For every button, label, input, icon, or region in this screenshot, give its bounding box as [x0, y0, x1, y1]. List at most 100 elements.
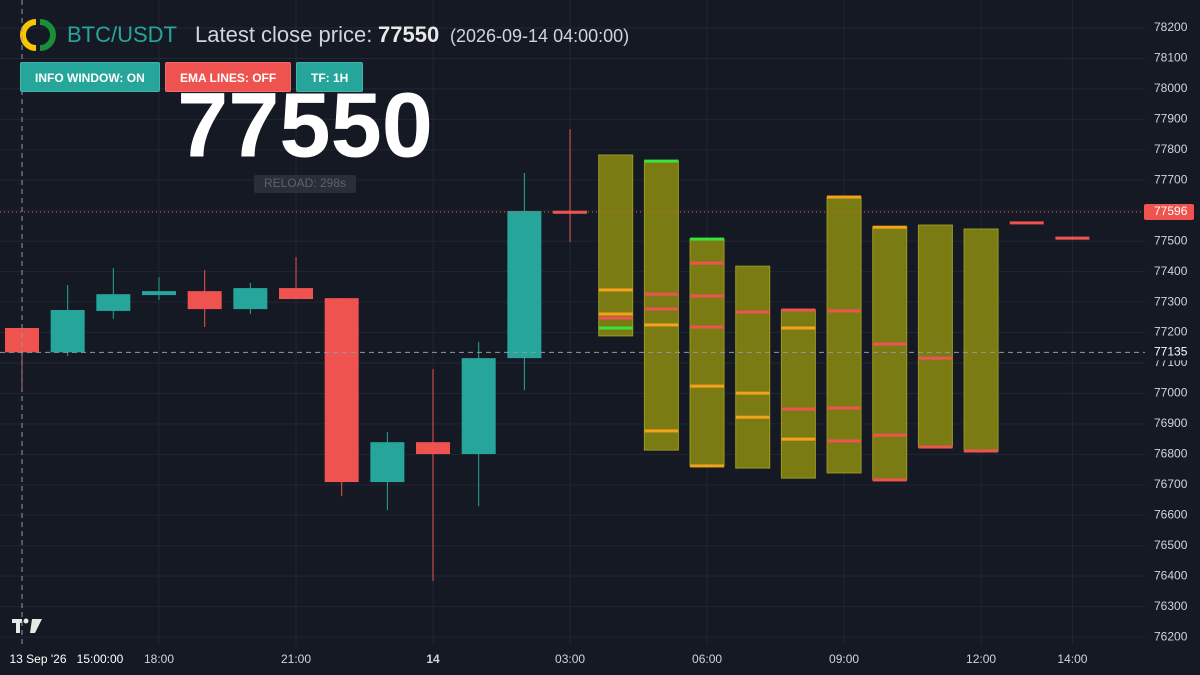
forecast-level — [598, 316, 633, 320]
y-tick-label: 78000 — [1154, 81, 1188, 95]
candle-body — [324, 298, 359, 483]
candle-body — [370, 442, 405, 483]
forecast-range — [826, 196, 862, 474]
candle-body — [5, 327, 39, 353]
latest-close: 77550 — [378, 22, 439, 47]
y-tick-label: 76200 — [1154, 629, 1188, 643]
tv-logo — [12, 618, 42, 633]
reload-badge — [254, 175, 356, 193]
forecast-level — [827, 195, 862, 199]
forecast-level — [644, 159, 679, 163]
y-tick-label: 76800 — [1154, 447, 1188, 461]
forecast-level — [781, 407, 816, 411]
ema-lines-button[interactable]: EMA LINES: OFF — [165, 62, 292, 92]
y-tick-label: 77000 — [1154, 386, 1188, 400]
forecast-range — [917, 224, 953, 448]
forecast-level — [690, 294, 725, 298]
x-tick-label: 14:00 — [1057, 652, 1087, 666]
candle-body — [233, 288, 268, 310]
forecast-level — [781, 326, 816, 330]
crosshair-date: 13 Sep '26 — [9, 652, 66, 666]
forecast-level — [644, 429, 679, 433]
symbol: BTC/USDT — [67, 22, 177, 47]
crosshair-time-badge — [0, 650, 130, 670]
forecast-level — [598, 326, 633, 330]
y-tick-label: 78100 — [1154, 51, 1188, 65]
candle-body — [279, 288, 314, 300]
forecast-range — [643, 160, 679, 451]
forecast-level — [781, 437, 816, 441]
forecast-level — [598, 312, 633, 316]
forecast-level — [872, 225, 907, 229]
forecast-range — [780, 309, 816, 479]
forecast-level — [690, 237, 725, 241]
y-tick-label: 78200 — [1154, 20, 1188, 34]
forecast-level — [781, 308, 816, 312]
candle-body — [416, 442, 451, 455]
candle-body — [1055, 236, 1090, 240]
forecast-level — [827, 309, 862, 313]
forecast-level — [644, 323, 679, 327]
y-tick-label: 76500 — [1154, 538, 1188, 552]
forecast-level — [598, 288, 633, 292]
y-tick-label: 77200 — [1154, 325, 1188, 339]
logo — [20, 19, 56, 51]
timeframe-button[interactable]: TF: 1H — [296, 62, 364, 92]
forecast-level — [918, 356, 953, 360]
y-tick-label: 77800 — [1154, 142, 1188, 156]
y-tick-label: 76900 — [1154, 416, 1188, 430]
forecast-level — [827, 406, 862, 410]
forecast-range — [598, 154, 634, 337]
candle-body — [96, 294, 131, 311]
forecast-range — [963, 228, 999, 452]
forecast-range — [735, 265, 771, 469]
candle-body — [187, 291, 222, 310]
y-tick-label: 76400 — [1154, 568, 1188, 582]
reload: RELOAD: 298s — [264, 176, 346, 190]
y-tick-label: 76600 — [1154, 507, 1188, 521]
x-tick-label: 09:00 — [829, 652, 859, 666]
crosshair-time: 15:00:00 — [77, 652, 124, 666]
candle-body — [461, 358, 496, 455]
forecast-level — [872, 478, 907, 482]
forecast-level — [690, 261, 725, 265]
forecast-level — [644, 292, 679, 296]
crosshair-price-label: 77135 — [1154, 345, 1188, 359]
candle-body — [50, 310, 85, 353]
last-price-badge — [1144, 203, 1194, 220]
forecast-level — [690, 384, 725, 388]
candle-body — [553, 210, 588, 214]
y-tick-label: 77500 — [1154, 233, 1188, 247]
y-tick-label: 77700 — [1154, 172, 1188, 186]
y-tick-label: 76300 — [1154, 599, 1188, 613]
forecast-level — [735, 415, 770, 419]
forecast-level — [964, 449, 999, 453]
last-price-label: 77596 — [1154, 204, 1188, 218]
latest-close-label: Latest close price: — [195, 22, 372, 47]
forecast-range — [872, 226, 908, 481]
latest-close-time: (2026-09-14 04:00:00) — [450, 26, 629, 46]
y-tick-label: 77400 — [1154, 264, 1188, 278]
x-tick-label: 03:00 — [555, 652, 585, 666]
forecast-level — [644, 307, 679, 311]
forecast-level — [735, 310, 770, 314]
candle-body — [507, 211, 542, 359]
x-tick-label: 14 — [426, 652, 440, 666]
forecast-level — [735, 391, 770, 395]
y-tick-label: 76700 — [1154, 477, 1188, 491]
x-tick-label: 18:00 — [144, 652, 174, 666]
candle-body — [142, 291, 177, 296]
forecast-level — [872, 342, 907, 346]
info-window-button[interactable]: INFO WINDOW: ON — [20, 62, 160, 92]
forecast-level — [690, 464, 725, 468]
forecast-level — [827, 439, 862, 443]
forecast-level — [918, 445, 953, 449]
x-tick-label: 06:00 — [692, 652, 722, 666]
forecast-level — [872, 433, 907, 437]
forecast-level — [690, 325, 725, 329]
y-tick-label: 77900 — [1154, 112, 1188, 126]
y-tick-label: 77300 — [1154, 294, 1188, 308]
x-tick-label: 12:00 — [966, 652, 996, 666]
